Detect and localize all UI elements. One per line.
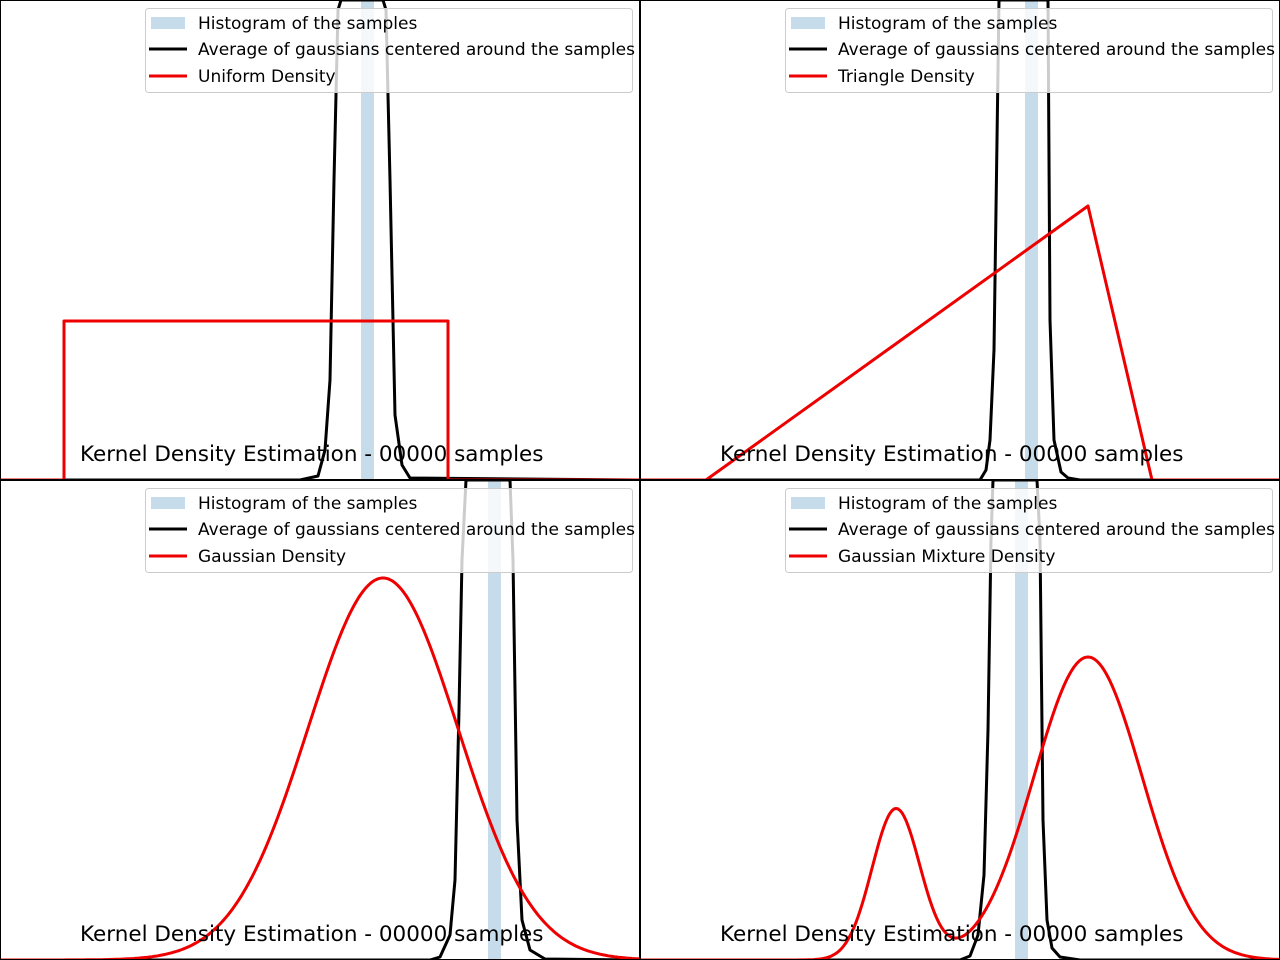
plot-area [640,0,1280,480]
legend-label: Triangle Density [837,67,975,87]
histogram-bar [1025,0,1038,480]
legend-box [145,8,633,93]
density-curve [640,204,1280,480]
legend: Histogram of the samples Average of gauss… [145,488,635,573]
density-curve [640,655,1280,960]
kde-curve [640,0,1280,480]
legend-label: Histogram of the samples [198,494,417,514]
legend-swatch-histogram [151,497,185,509]
legend-label: Average of gaussians centered around the… [198,40,635,60]
legend-label: Average of gaussians centered around the… [838,520,1275,540]
legend-swatch-histogram [791,17,825,29]
legend-swatch-histogram [791,497,825,509]
kde-panel-4: Histogram of the samples Average of gauss… [640,480,1280,960]
kde-curve [640,480,1280,960]
legend-box [785,488,1273,573]
kde-panel-1: Histogram of the samples Average of gauss… [0,0,640,480]
plot-area [640,480,1280,960]
legend-box [145,488,633,573]
density-curve [0,576,640,960]
kde-panel-2: Histogram of the samples Average of gauss… [640,0,1280,480]
legend-label: Gaussian Density [198,547,346,567]
legend-label: Uniform Density [198,67,336,87]
density-curve [0,319,640,480]
chart-title: Kernel Density Estimation - 00000 sample… [720,922,1183,947]
kde-curve [0,480,640,960]
legend-box [785,8,1273,93]
legend-label: Average of gaussians centered around the… [838,40,1275,60]
legend-label: Average of gaussians centered around the… [198,520,635,540]
kde-curve [0,0,640,480]
kde-panel-3: Histogram of the samples Average of gauss… [0,480,640,960]
legend: Histogram of the samples Average of gauss… [145,8,635,93]
legend: Histogram of the samples Average of gauss… [785,8,1275,93]
legend-label: Gaussian Mixture Density [838,547,1055,567]
legend-label: Histogram of the samples [198,14,417,34]
legend-swatch-histogram [151,17,185,29]
legend-label: Histogram of the samples [838,14,1057,34]
histogram-bar [1015,480,1028,960]
legend: Histogram of the samples Average of gauss… [785,488,1275,573]
histogram-bar [361,0,374,480]
chart-title: Kernel Density Estimation - 00000 sample… [80,442,543,467]
panel-frame [0,0,640,480]
chart-title: Kernel Density Estimation - 00000 sample… [80,922,543,947]
chart-title: Kernel Density Estimation - 00000 sample… [720,442,1183,467]
legend-label: Histogram of the samples [838,494,1057,514]
plot-area [0,0,640,480]
